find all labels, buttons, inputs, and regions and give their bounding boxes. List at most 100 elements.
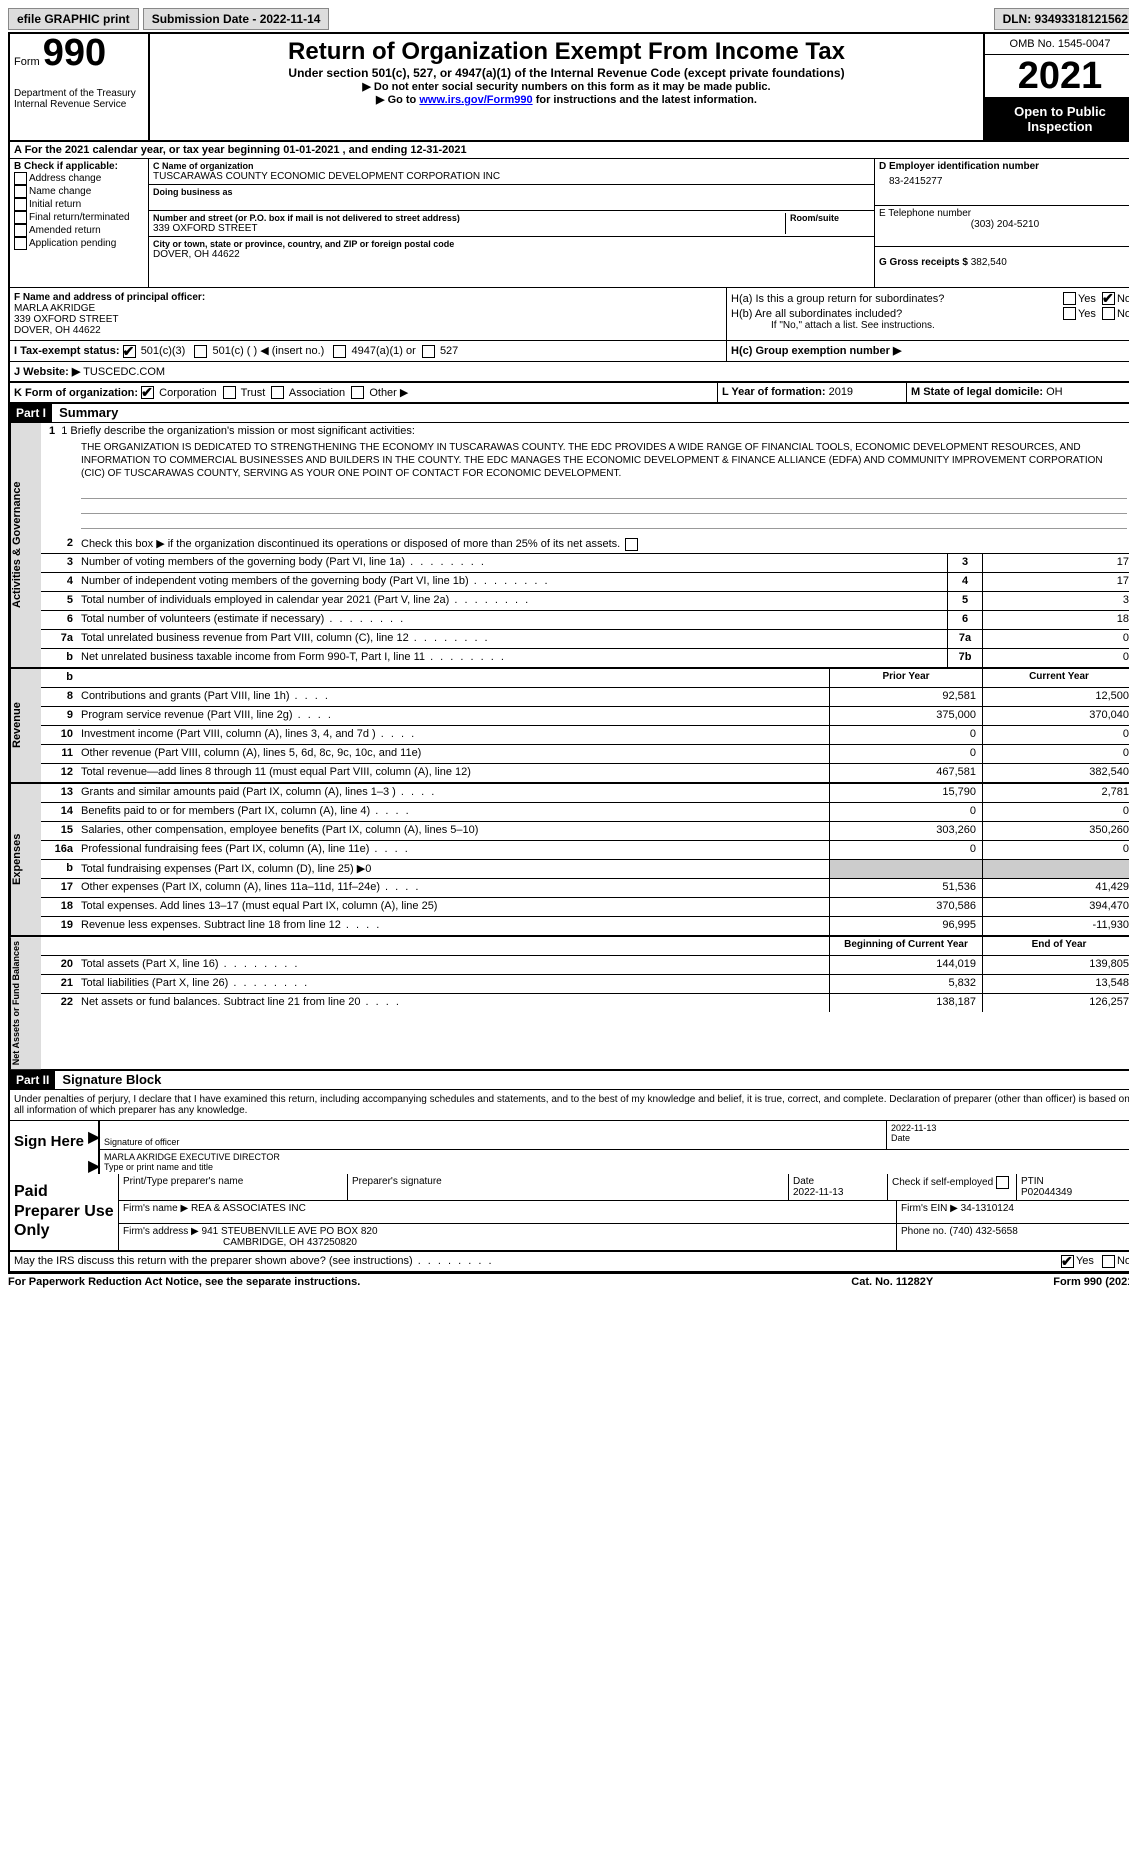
- arrow-icon: ▶: [88, 1127, 100, 1147]
- firm-addr2: CAMBRIDGE, OH 437250820: [123, 1237, 892, 1248]
- discuss-no[interactable]: [1102, 1255, 1115, 1268]
- blank-line: [81, 516, 1127, 529]
- check-corp[interactable]: [141, 386, 154, 399]
- lbl-yes-2: Yes: [1078, 308, 1096, 320]
- col-f-officer: F Name and address of principal officer:…: [10, 288, 727, 340]
- line3: Number of voting members of the governin…: [77, 554, 947, 572]
- num-9: 9: [41, 707, 77, 725]
- lbl-yes: Yes: [1078, 293, 1096, 305]
- c12: 382,540: [982, 764, 1129, 782]
- city: DOVER, OH 44622: [153, 249, 870, 260]
- p14: 0: [829, 803, 982, 821]
- tel-label: E Telephone number: [879, 208, 1129, 219]
- num-4: 4: [41, 573, 77, 591]
- check-address[interactable]: [14, 172, 27, 185]
- room-label: Room/suite: [790, 213, 870, 223]
- check-self-emp[interactable]: [996, 1176, 1009, 1189]
- discuss-yes[interactable]: [1061, 1255, 1074, 1268]
- check-other[interactable]: [351, 386, 364, 399]
- lbl-no-2: No: [1117, 308, 1129, 320]
- c18: 394,470: [982, 898, 1129, 916]
- hb-no[interactable]: [1102, 307, 1115, 320]
- num-12: 12: [41, 764, 77, 782]
- col-b-checkboxes: B Check if applicable: Address change Na…: [10, 159, 149, 287]
- blank-desc2: [77, 937, 829, 955]
- dln: DLN: 93493318121562: [994, 8, 1129, 30]
- dba-label: Doing business as: [153, 187, 870, 197]
- efile-label: efile GRAPHIC print: [8, 8, 139, 30]
- line15: Salaries, other compensation, employee b…: [77, 822, 829, 840]
- line2: Check this box ▶ if the organization dis…: [77, 535, 1129, 553]
- hb-yes[interactable]: [1063, 307, 1076, 320]
- sign-here-block: Sign Here ▶ Signature of officer 2022-11…: [10, 1120, 1129, 1174]
- prior-year-header: Prior Year: [829, 669, 982, 687]
- h-note: If "No," attach a list. See instructions…: [731, 320, 1129, 331]
- c20: 139,805: [982, 956, 1129, 974]
- officer-street: 339 OXFORD STREET: [14, 314, 722, 325]
- num-11: 11: [41, 745, 77, 763]
- val-5: 3: [982, 592, 1129, 610]
- prep-date-label: Date: [793, 1176, 883, 1187]
- c9: 370,040: [982, 707, 1129, 725]
- c19: -11,930: [982, 917, 1129, 935]
- line8: Contributions and grants (Part VIII, lin…: [77, 688, 829, 706]
- col-d-ein: D Employer identification number 83-2415…: [875, 159, 1129, 287]
- check-trust[interactable]: [223, 386, 236, 399]
- box-5: 5: [947, 592, 982, 610]
- line16b: Total fundraising expenses (Part IX, col…: [77, 860, 829, 878]
- line10: Investment income (Part VIII, column (A)…: [77, 726, 829, 744]
- line14: Benefits paid to or for members (Part IX…: [77, 803, 829, 821]
- sign-date: 2022-11-13: [891, 1123, 1129, 1133]
- p18: 370,586: [829, 898, 982, 916]
- prep-date: 2022-11-13: [793, 1187, 883, 1198]
- firm-name-label: Firm's name ▶: [123, 1203, 188, 1214]
- check-assoc[interactable]: [271, 386, 284, 399]
- part2-header: Part II: [10, 1071, 55, 1089]
- p22: 138,187: [829, 994, 982, 1012]
- firm-addr-label: Firm's address ▶: [123, 1226, 199, 1237]
- arrow-icon-2: ▶: [88, 1156, 100, 1176]
- prep-name-label: Print/Type preparer's name: [123, 1176, 343, 1187]
- prep-sig-label: Preparer's signature: [352, 1176, 784, 1187]
- num-8: 8: [41, 688, 77, 706]
- num-blank2: [41, 937, 77, 955]
- section-bcd: B Check if applicable: Address change Na…: [10, 159, 1129, 288]
- ein-label: D Employer identification number: [879, 161, 1129, 172]
- side-activities: Activities & Governance: [10, 423, 41, 667]
- check-4947[interactable]: [333, 345, 346, 358]
- num-16a: 16a: [41, 841, 77, 859]
- line17: Other expenses (Part IX, column (A), lin…: [77, 879, 829, 897]
- signature-label: Signature of officer: [104, 1137, 882, 1147]
- p15: 303,260: [829, 822, 982, 840]
- line19: Revenue less expenses. Subtract line 18 …: [77, 917, 829, 935]
- check-501c[interactable]: [194, 345, 207, 358]
- website: TUSCEDC.COM: [83, 366, 165, 378]
- blank-line: [81, 486, 1127, 499]
- check-line2[interactable]: [625, 538, 638, 551]
- city-label: City or town, state or province, country…: [153, 239, 870, 249]
- num-6: 6: [41, 611, 77, 629]
- check-501c3[interactable]: [123, 345, 136, 358]
- current-year-header: Current Year: [982, 669, 1129, 687]
- side-net-assets: Net Assets or Fund Balances: [10, 937, 41, 1069]
- ha-yes[interactable]: [1063, 292, 1076, 305]
- irs-link[interactable]: www.irs.gov/Form990: [419, 94, 532, 106]
- ha-no[interactable]: [1102, 292, 1115, 305]
- firm-addr1: 941 STEUBENVILLE AVE PO BOX 820: [202, 1226, 378, 1237]
- hc-label: H(c) Group exemption number ▶: [731, 345, 901, 357]
- paperwork-notice: For Paperwork Reduction Act Notice, see …: [8, 1276, 851, 1288]
- check-application[interactable]: [14, 237, 27, 250]
- col-c-org-info: C Name of organization TUSCARAWAS COUNTY…: [149, 159, 875, 287]
- officer-name-title: MARLA AKRIDGE EXECUTIVE DIRECTOR: [104, 1152, 1129, 1162]
- check-name[interactable]: [14, 185, 27, 198]
- year-formation: 2019: [829, 386, 853, 398]
- check-amended[interactable]: [14, 224, 27, 237]
- blank-desc: [77, 669, 829, 687]
- box-3: 3: [947, 554, 982, 572]
- check-initial[interactable]: [14, 198, 27, 211]
- check-527[interactable]: [422, 345, 435, 358]
- submission-date[interactable]: Submission Date - 2022-11-14: [143, 8, 330, 30]
- discuss-row: May the IRS discuss this return with the…: [10, 1252, 1129, 1272]
- i-label: I Tax-exempt status:: [14, 345, 120, 357]
- check-final[interactable]: [14, 211, 27, 224]
